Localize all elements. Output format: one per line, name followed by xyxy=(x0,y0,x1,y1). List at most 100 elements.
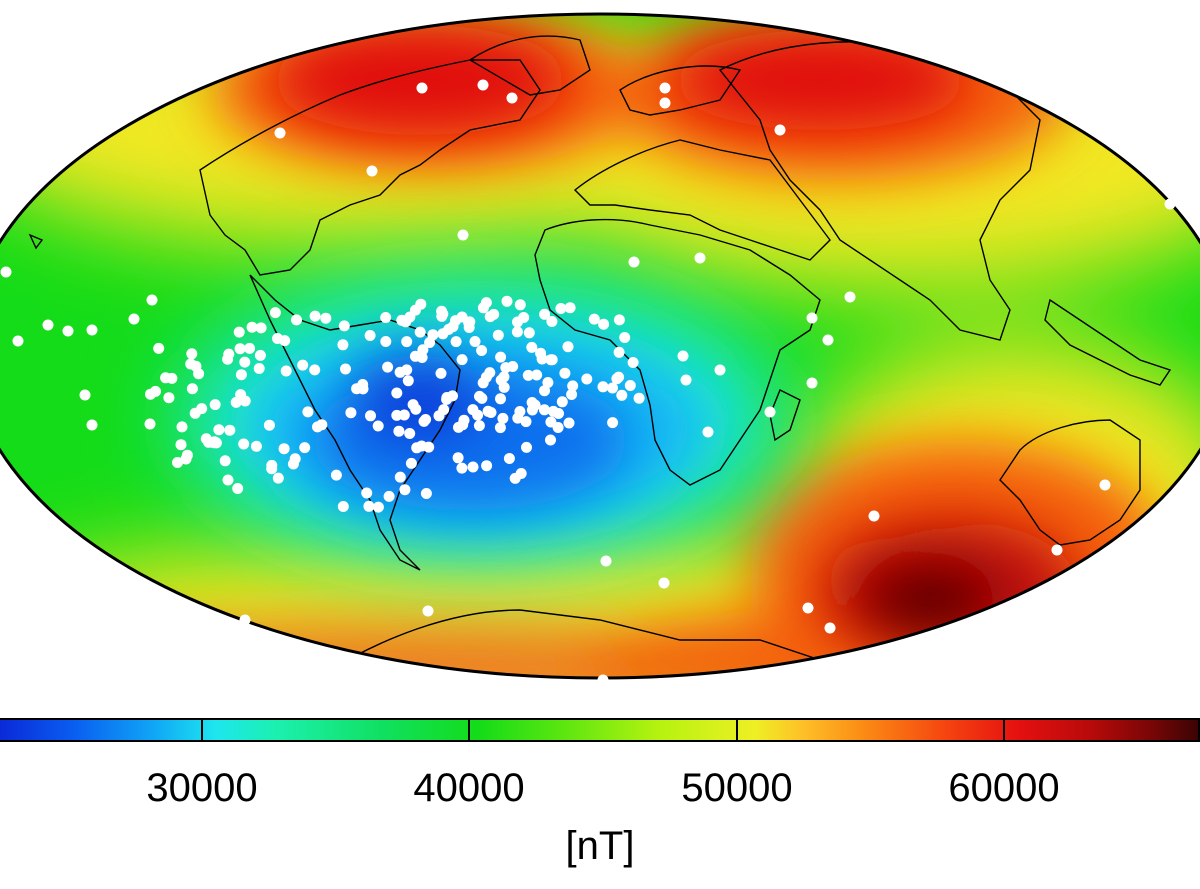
observation-point xyxy=(364,330,376,341)
observation-point xyxy=(309,310,321,322)
colorbar-tick xyxy=(201,718,203,742)
observation-point xyxy=(802,602,814,614)
observation-point xyxy=(473,420,485,432)
observation-point xyxy=(633,392,645,404)
observation-point xyxy=(567,380,579,392)
tick-label-60000: 60000 xyxy=(948,766,1060,810)
observation-point xyxy=(263,419,275,431)
observation-point xyxy=(176,421,188,433)
observation-point xyxy=(181,449,193,461)
observation-point xyxy=(238,438,250,450)
observation-point xyxy=(394,471,406,483)
colorbar-tick xyxy=(468,718,470,742)
observation-point xyxy=(274,127,286,139)
observation-point xyxy=(244,342,256,354)
observation-point xyxy=(476,392,488,404)
observation-point xyxy=(467,461,479,473)
observation-point xyxy=(556,396,568,408)
observation-point xyxy=(526,404,538,416)
observation-point xyxy=(546,354,558,366)
observation-point xyxy=(407,399,419,411)
observation-point xyxy=(438,404,450,416)
observation-points xyxy=(0,79,1176,686)
observation-point xyxy=(414,326,426,338)
observation-point xyxy=(312,421,323,433)
observation-point xyxy=(345,407,357,419)
observation-point xyxy=(391,387,403,399)
observation-point xyxy=(624,380,636,391)
observation-point xyxy=(563,417,575,429)
observation-point xyxy=(547,405,559,417)
observation-point xyxy=(209,399,221,411)
observation-point xyxy=(581,373,593,385)
observation-point xyxy=(254,349,266,361)
observation-point xyxy=(422,605,434,617)
observation-point xyxy=(503,453,515,464)
observation-point xyxy=(526,341,538,353)
observation-point xyxy=(566,389,578,400)
observation-point xyxy=(255,322,267,334)
observation-point xyxy=(366,165,378,177)
observation-point xyxy=(501,295,513,307)
observation-point xyxy=(774,124,786,136)
observation-point xyxy=(588,313,600,325)
observation-point xyxy=(435,367,447,379)
observation-point xyxy=(522,369,534,381)
observation-point xyxy=(309,364,321,376)
observation-point xyxy=(150,385,161,397)
observation-point xyxy=(361,487,373,499)
observation-point xyxy=(481,460,493,472)
observation-point xyxy=(146,294,158,306)
observation-point xyxy=(492,329,504,341)
observation-point xyxy=(597,674,609,686)
observation-point xyxy=(511,326,523,338)
observation-point xyxy=(562,341,574,353)
observation-point xyxy=(337,501,349,512)
observation-point xyxy=(844,291,856,303)
field-intensity-map xyxy=(0,12,1200,686)
observation-point xyxy=(456,462,468,474)
observation-point xyxy=(186,348,198,360)
observation-point xyxy=(144,418,156,430)
observation-point xyxy=(235,389,247,401)
observation-point xyxy=(677,350,689,362)
observation-point xyxy=(86,324,98,336)
observation-point xyxy=(824,622,836,634)
observation-point xyxy=(477,79,489,91)
observation-point xyxy=(266,463,278,475)
observation-point xyxy=(372,501,384,513)
observation-point xyxy=(598,318,610,330)
observation-point xyxy=(495,351,507,363)
observation-point xyxy=(552,422,564,433)
observation-point xyxy=(477,302,489,314)
observation-point xyxy=(239,356,251,368)
observation-point xyxy=(411,442,423,454)
observation-point xyxy=(806,312,818,324)
observation-point xyxy=(219,455,231,467)
observation-point xyxy=(246,321,258,333)
observation-point xyxy=(500,362,512,374)
observation-point xyxy=(232,483,244,494)
observation-point xyxy=(564,302,576,314)
observation-point xyxy=(497,412,509,424)
observation-point xyxy=(189,407,201,419)
observation-point xyxy=(163,392,175,404)
observation-point xyxy=(613,346,625,358)
observation-point xyxy=(458,414,470,426)
observation-point xyxy=(363,500,375,512)
observation-point xyxy=(1099,479,1111,491)
observation-point xyxy=(365,410,376,422)
observation-point xyxy=(452,452,464,464)
observation-point xyxy=(297,359,309,371)
observation-point xyxy=(764,406,776,418)
observation-point xyxy=(822,334,834,346)
observation-point xyxy=(404,311,416,323)
observation-point xyxy=(357,379,369,390)
observation-point xyxy=(250,440,262,452)
observation-point xyxy=(12,335,24,347)
observation-point xyxy=(213,424,225,436)
observation-point xyxy=(443,323,455,335)
observation-point xyxy=(1051,544,1063,556)
observation-point xyxy=(153,342,165,354)
observation-point xyxy=(0,266,12,278)
